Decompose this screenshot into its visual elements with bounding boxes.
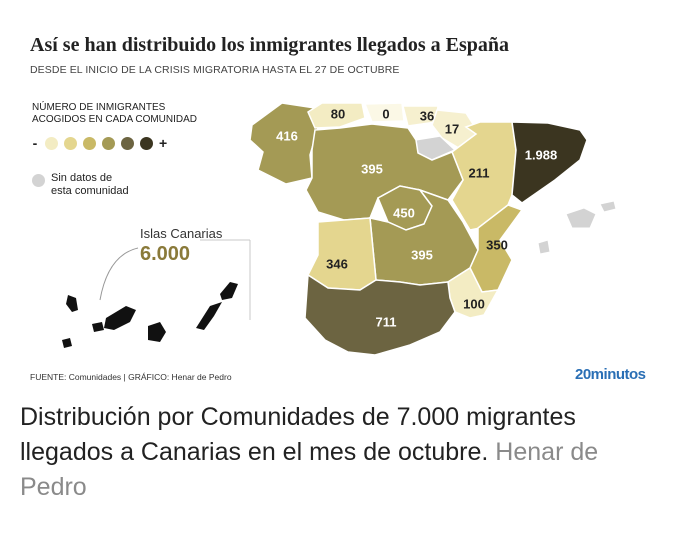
island-tenerife (104, 306, 136, 330)
region-baleares-mallorca (565, 207, 597, 229)
infographic-card: Así se han distribuido los inmigrantes l… (30, 34, 647, 383)
region-value-madrid: 450 (393, 205, 415, 220)
caption-author: Henar de Pedro (20, 438, 599, 501)
region-andalucia (304, 273, 456, 356)
canarias-value: 6.000 (140, 243, 191, 265)
region-value-asturias: 80 (331, 106, 345, 121)
legend-swatch-1 (45, 136, 58, 150)
canarias-callout-line (99, 247, 139, 301)
region-cantabria (363, 102, 405, 123)
legend-max-sign: + (159, 135, 168, 151)
region-cataluna (511, 121, 588, 204)
island-gran-canaria (148, 322, 166, 342)
source-credit: FUENTE: Comunidades | GRÁFICO: Henar de … (30, 372, 232, 382)
graphic-title: Así se han distribuido los inmigrantes l… (30, 34, 509, 56)
island-lanzarote (220, 282, 238, 300)
region-value-castilla-leon: 395 (361, 161, 383, 176)
image-caption: Distribución por Comunidades de 7.000 mi… (20, 400, 660, 505)
legend-min-sign: - (32, 135, 38, 151)
region-baleares-ibiza (537, 239, 551, 255)
island-la-palma (66, 295, 78, 312)
island-el-hierro (62, 338, 72, 348)
legend-scale: - + (31, 135, 168, 151)
legend-swatch-3 (83, 136, 96, 150)
region-value-cataluna: 1.988 (525, 147, 558, 162)
region-asturias (307, 102, 366, 129)
region-galicia (249, 102, 319, 185)
spain-map: 416 80 0 36 17 211 1.988 395 450 395 346 350 100 711 (62, 102, 617, 356)
region-baleares-menorca (599, 200, 617, 213)
legend-title-line-1: NÚMERO DE INMIGRANTES (32, 102, 166, 113)
region-valencia (469, 204, 524, 293)
legend-swatch-6 (140, 136, 153, 150)
region-value-aragon: 211 (469, 165, 490, 180)
region-value-extremadura: 346 (326, 256, 348, 271)
no-data-swatch (32, 174, 45, 187)
region-value-valencia: 350 (486, 237, 508, 252)
region-extremadura (307, 217, 377, 291)
region-value-castilla-la-mancha: 395 (411, 247, 433, 262)
region-value-cantabria: 0 (382, 106, 389, 121)
region-value-pais-vasco: 36 (420, 108, 434, 123)
region-value-andalucia: 711 (376, 314, 397, 329)
legend-swatch-4 (102, 136, 115, 150)
no-data-label: Sin datos de esta comunidad (51, 172, 129, 198)
region-value-navarra: 17 (445, 121, 459, 136)
island-fuerteventura (196, 302, 222, 330)
brand-logo: 20minutos (575, 366, 646, 383)
caption-text: Distribución por Comunidades de 7.000 mi… (20, 403, 576, 466)
island-la-gomera (92, 322, 104, 332)
no-data-line-2: esta comunidad (51, 185, 129, 197)
legend-swatch-2 (64, 136, 77, 150)
canarias-name: Islas Canarias (140, 226, 223, 241)
region-value-murcia: 100 (463, 296, 485, 311)
region-value-galicia: 416 (276, 128, 298, 143)
canarias-islands (62, 282, 238, 348)
legend-title-line-2: ACOGIDOS EN CADA COMUNIDAD (32, 114, 198, 125)
legend-swatch-5 (121, 136, 134, 150)
legend-title: NÚMERO DE INMIGRANTES ACOGIDOS EN CADA C… (32, 102, 222, 126)
no-data-line-1: Sin datos de (51, 172, 113, 184)
graphic-subtitle: DESDE EL INICIO DE LA CRISIS MIGRATORIA … (30, 64, 400, 76)
